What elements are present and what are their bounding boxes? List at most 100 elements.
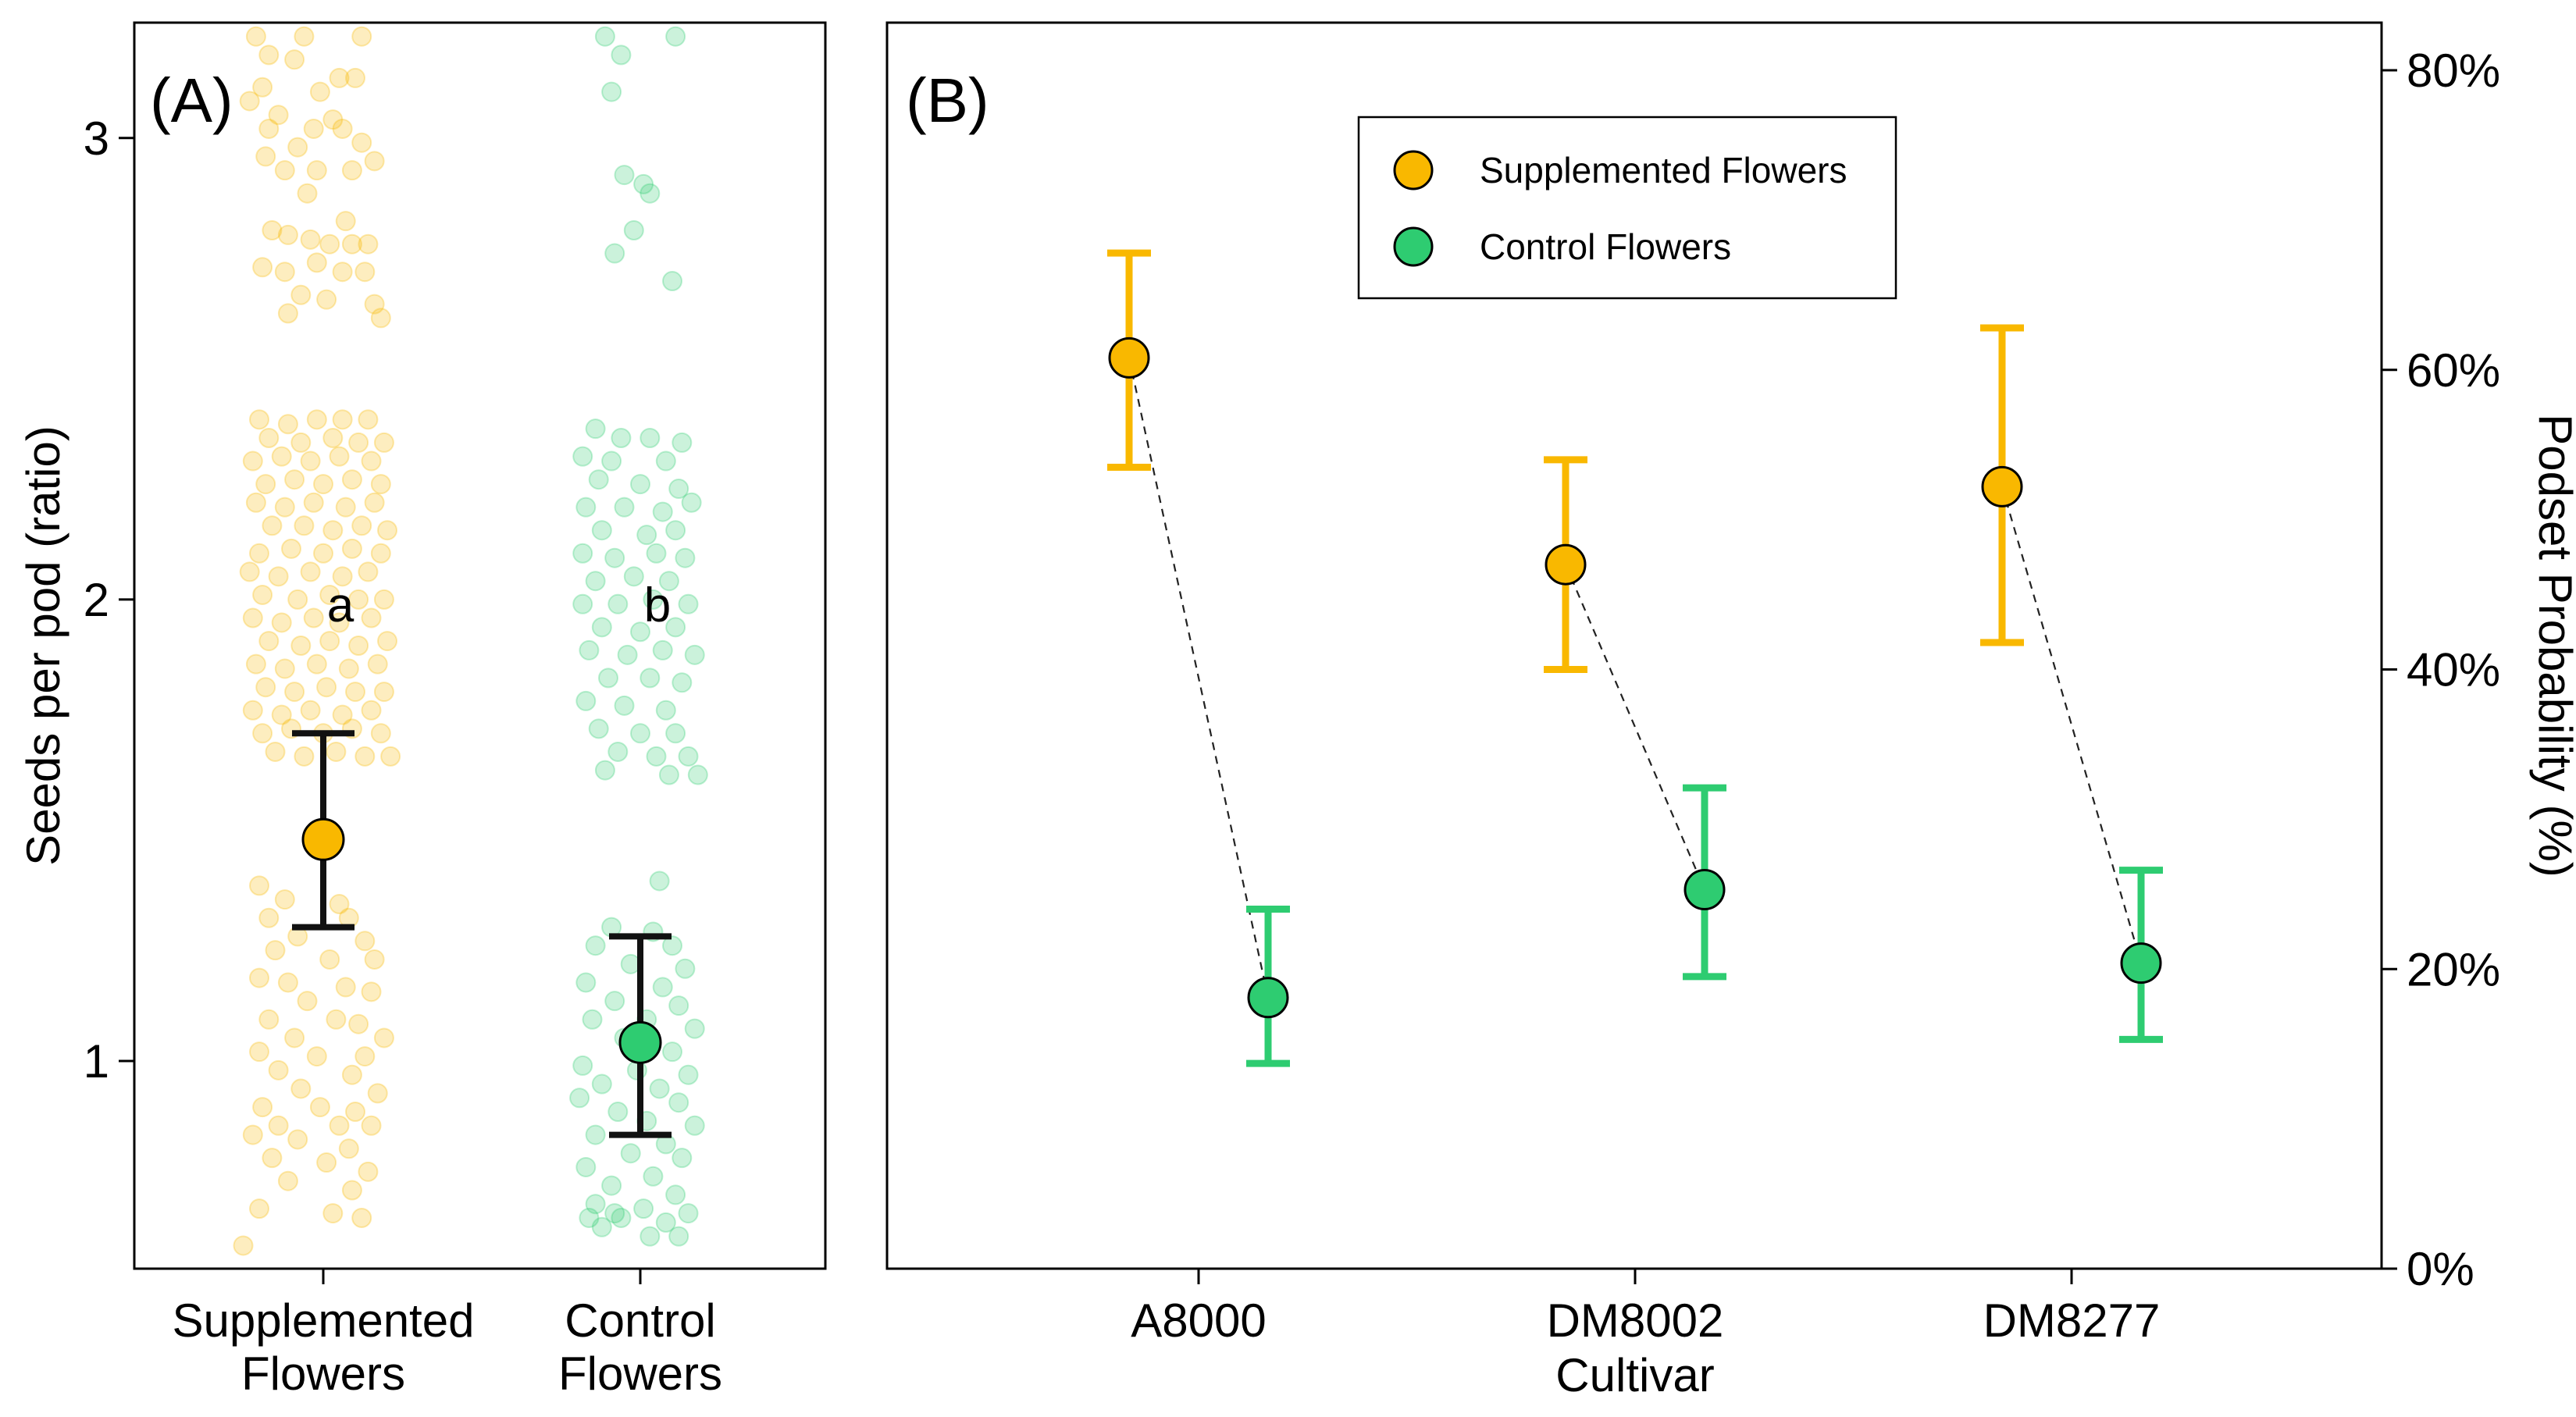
jitter-point-supplemented	[249, 543, 269, 564]
jitter-point-control	[684, 1018, 705, 1039]
jitter-point-supplemented	[341, 538, 362, 559]
jitter-point-supplemented	[341, 160, 362, 181]
jitter-point-supplemented	[249, 1198, 269, 1219]
jitter-point-supplemented	[277, 303, 298, 324]
jitter-point-control	[604, 243, 625, 264]
panel-b-podset-probability: (B) Podset Probability (%) Cultivar 0% 20…	[885, 21, 2576, 1401]
jitter-point-control	[585, 571, 606, 592]
legend: Supplemented Flowers Control Flowers	[1357, 116, 1897, 300]
jitter-point-supplemented	[274, 160, 295, 181]
panel-a-y-ticks: 1 2 3	[84, 112, 134, 1088]
jitter-point-control	[665, 520, 686, 541]
jitter-point-control	[636, 525, 657, 546]
jitter-point-control	[594, 760, 615, 781]
jitter-point-control	[601, 450, 622, 472]
jitter-point-supplemented	[338, 658, 359, 679]
jitter-point-control	[591, 1073, 612, 1095]
legend-marker-supplemented	[1393, 150, 1434, 190]
jitter-point-control	[640, 668, 661, 689]
panel-a-label: (A)	[150, 66, 233, 135]
jitter-point-control	[649, 870, 670, 892]
jitter-point-control	[678, 593, 699, 614]
jitter-point-supplemented	[277, 1170, 298, 1191]
jitter-point-control	[649, 1078, 670, 1099]
jitter-point-control	[601, 81, 622, 102]
mean-point-supplemented	[301, 817, 345, 861]
jitter-point-control	[658, 764, 679, 785]
jitter-point-supplemented	[319, 631, 340, 652]
jitter-point-supplemented	[268, 105, 289, 126]
jitter-point-supplemented	[364, 151, 385, 172]
jitter-point-control	[640, 183, 661, 204]
jitter-point-supplemented	[297, 183, 318, 204]
jitter-point-supplemented	[277, 224, 298, 245]
jitter-point-supplemented	[303, 492, 324, 513]
jitter-point-supplemented	[300, 229, 321, 250]
jitter-point-control	[655, 450, 676, 472]
jitter-point-supplemented	[377, 631, 397, 652]
jitter-point-supplemented	[332, 566, 353, 587]
jitter-point-control	[643, 589, 664, 610]
panel-b-y-tick-label: 0%	[2407, 1243, 2474, 1295]
jitter-point-supplemented	[351, 132, 372, 153]
jitter-point-control	[575, 1156, 597, 1177]
jitter-point-supplemented	[284, 469, 305, 490]
jitter-point-supplemented	[262, 220, 283, 240]
jitter-point-supplemented	[233, 1235, 254, 1256]
jitter-point-supplemented	[361, 700, 382, 721]
jitter-point-control	[572, 593, 593, 614]
jitter-point-supplemented	[341, 233, 362, 255]
jitter-point-supplemented	[326, 741, 347, 762]
jitter-point-control	[575, 497, 597, 518]
panel-b-x-ticks: A8000 DM8002 DM8277	[1131, 1269, 2160, 1347]
legend-label-supplemented: Supplemented Flowers	[1480, 150, 1847, 190]
jitter-point-control	[633, 173, 654, 194]
jitter-point-control	[646, 543, 667, 564]
panel-b-y-ticks: 0% 20% 40% 60% 80%	[2382, 45, 2500, 1295]
jitter-point-supplemented	[290, 636, 312, 656]
jitter-point-supplemented	[313, 543, 333, 564]
panel-a-x-label-control-line1: Control	[565, 1294, 715, 1347]
jitter-point-supplemented	[258, 907, 280, 928]
jitter-point-supplemented	[290, 1078, 312, 1099]
jitter-point-control	[588, 718, 609, 739]
jitter-point-control	[598, 668, 618, 689]
jitter-point-supplemented	[274, 889, 295, 910]
jitter-point-control	[658, 571, 679, 592]
jitter-point-supplemented	[345, 67, 365, 88]
jitter-point-supplemented	[294, 26, 315, 47]
panel-a-x-label-supplemented-line2: Flowers	[241, 1348, 405, 1400]
jitter-point-supplemented	[306, 653, 327, 675]
jitter-point-supplemented	[345, 1102, 365, 1123]
jitter-point-supplemented	[306, 252, 327, 273]
jitter-point-supplemented	[329, 67, 350, 88]
jitter-point-supplemented	[252, 257, 273, 278]
jitter-point-supplemented	[319, 584, 340, 605]
jitter-point-supplemented	[242, 1124, 263, 1145]
jitter-point-supplemented	[332, 118, 353, 139]
mean-point-control	[618, 1020, 662, 1064]
point-control-dm8277	[2120, 942, 2162, 984]
jitter-point-control	[678, 1064, 699, 1085]
jitter-point-control	[630, 621, 650, 643]
jitter-point-supplemented	[268, 566, 289, 587]
jitter-point-supplemented	[309, 1097, 330, 1118]
jitter-point-supplemented	[265, 741, 286, 762]
jitter-point-supplemented	[348, 1013, 369, 1034]
jitter-point-supplemented	[252, 77, 273, 98]
jitter-point-supplemented	[316, 677, 337, 698]
jitter-point-supplemented	[271, 612, 292, 633]
jitter-point-supplemented	[351, 515, 372, 536]
jitter-point-supplemented	[258, 428, 280, 448]
jitter-point-supplemented	[329, 446, 350, 467]
panel-b-y-tick-label: 40%	[2407, 644, 2500, 696]
jitter-point-supplemented	[316, 289, 337, 310]
jitter-point-control	[620, 1143, 641, 1164]
legend-marker-control	[1393, 226, 1434, 267]
jitter-point-supplemented	[277, 414, 298, 435]
jitter-point-supplemented	[341, 1180, 362, 1201]
jitter-point-control	[640, 428, 661, 448]
jitter-point-control	[662, 1041, 682, 1063]
panel-b-series	[1107, 249, 2163, 1067]
jitter-point-control	[684, 644, 705, 665]
